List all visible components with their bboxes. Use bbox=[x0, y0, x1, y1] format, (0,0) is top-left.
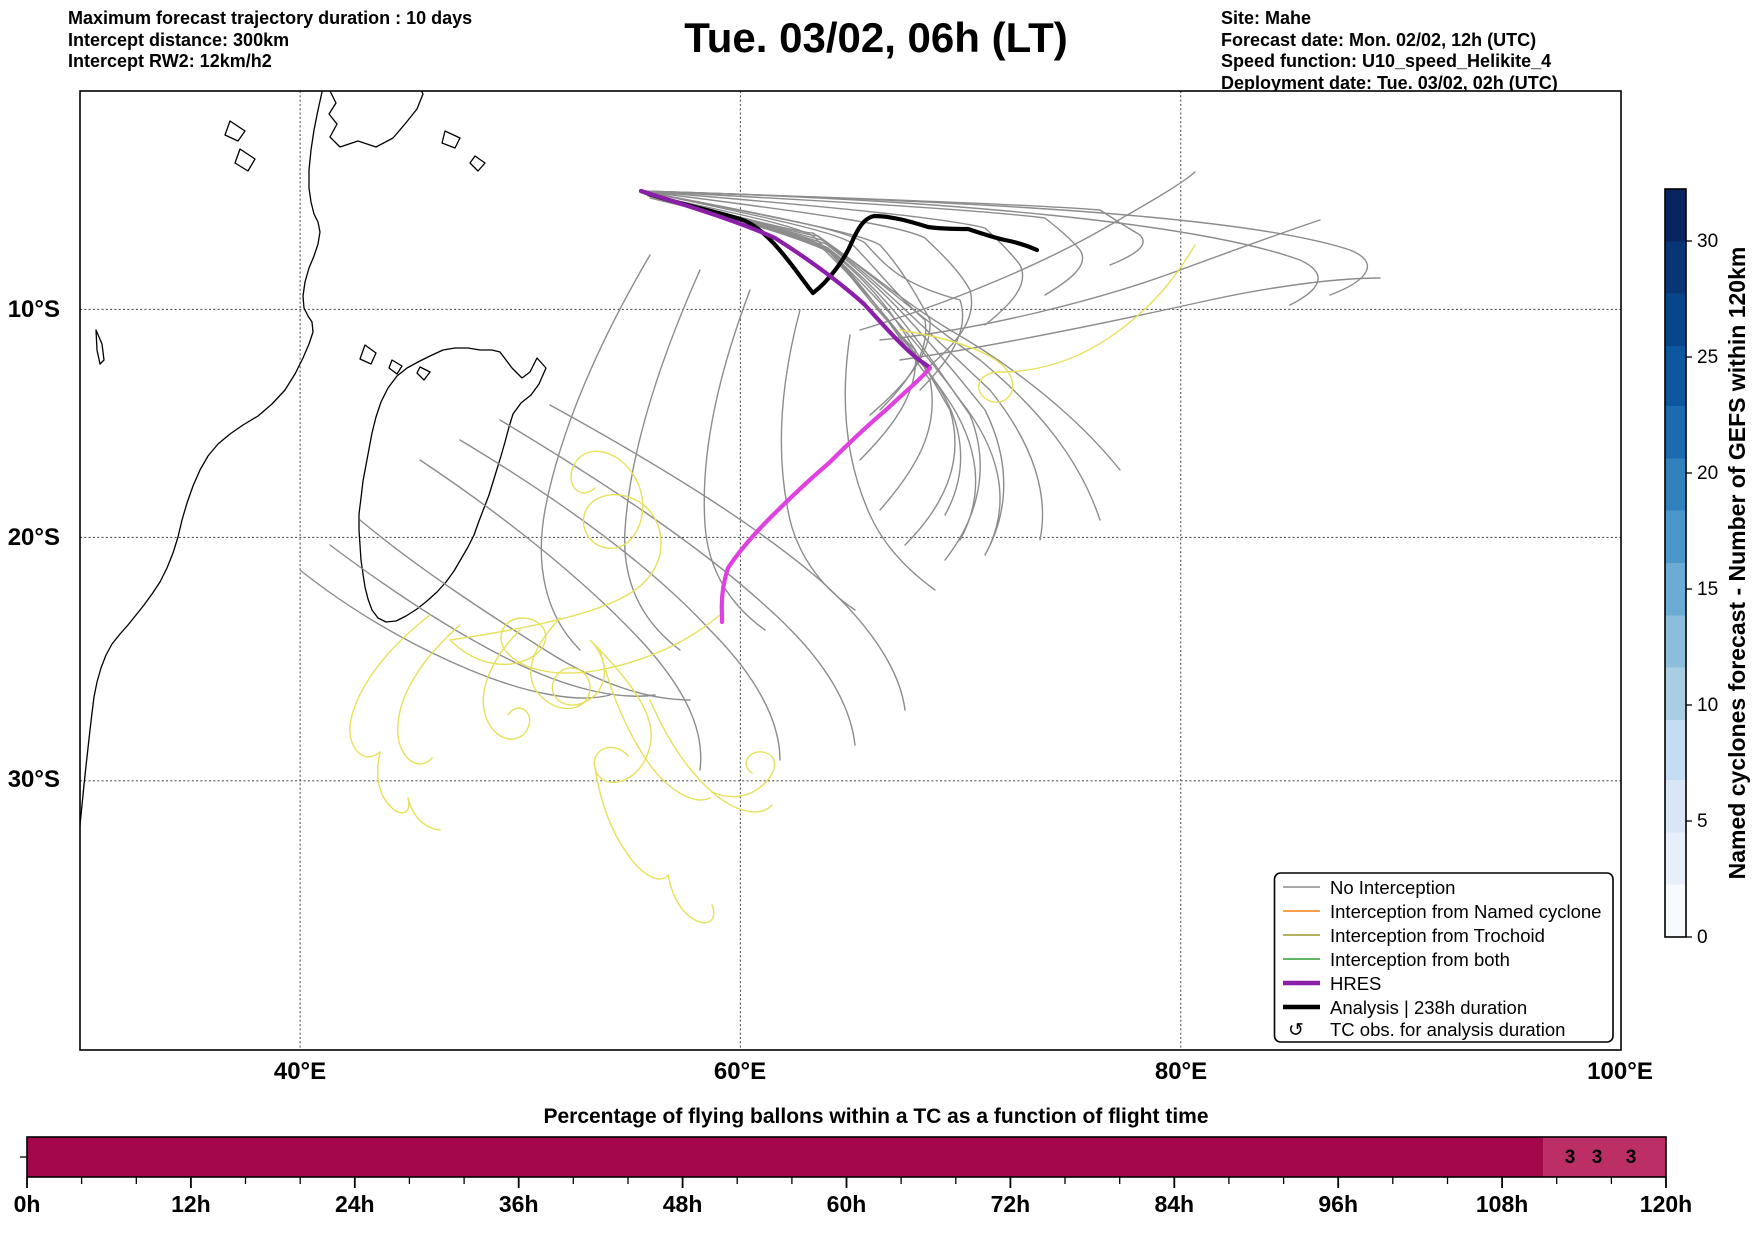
svg-text:30: 30 bbox=[1697, 231, 1718, 252]
svg-text:HRES: HRES bbox=[1330, 973, 1381, 994]
svg-text:20: 20 bbox=[1697, 463, 1718, 484]
svg-text:15: 15 bbox=[1697, 579, 1718, 600]
svg-text:24h: 24h bbox=[335, 1191, 375, 1217]
svg-text:0h: 0h bbox=[14, 1191, 41, 1217]
svg-text:36h: 36h bbox=[499, 1191, 539, 1217]
svg-text:12h: 12h bbox=[171, 1191, 211, 1217]
svg-text:Analysis | 238h duration: Analysis | 238h duration bbox=[1330, 997, 1527, 1018]
svg-text:↺: ↺ bbox=[1288, 1020, 1304, 1041]
svg-text:TC obs. for analysis duration: TC obs. for analysis duration bbox=[1330, 1019, 1565, 1040]
svg-text:3: 3 bbox=[1626, 1147, 1637, 1168]
svg-text:84h: 84h bbox=[1154, 1191, 1194, 1217]
svg-text:48h: 48h bbox=[663, 1191, 703, 1217]
svg-text:25: 25 bbox=[1697, 347, 1718, 368]
svg-text:0: 0 bbox=[1697, 927, 1708, 948]
svg-text:3: 3 bbox=[1565, 1147, 1576, 1168]
svg-text:72h: 72h bbox=[991, 1191, 1031, 1217]
svg-text:60h: 60h bbox=[827, 1191, 867, 1217]
svg-text:Interception from Named cyclon: Interception from Named cyclone bbox=[1330, 901, 1601, 922]
svg-text:120h: 120h bbox=[1640, 1191, 1692, 1217]
svg-text:3: 3 bbox=[1592, 1147, 1603, 1168]
svg-text:Interception from both: Interception from both bbox=[1330, 949, 1510, 970]
svg-text:Interception from Trochoid: Interception from Trochoid bbox=[1330, 925, 1545, 946]
svg-text:No Interception: No Interception bbox=[1330, 877, 1455, 898]
svg-text:108h: 108h bbox=[1476, 1191, 1528, 1217]
svg-text:5: 5 bbox=[1697, 811, 1708, 832]
svg-text:Named cyclones forecast - Numb: Named cyclones forecast - Number of GEFS… bbox=[1724, 247, 1750, 880]
svg-text:10: 10 bbox=[1697, 695, 1718, 716]
svg-text:96h: 96h bbox=[1318, 1191, 1358, 1217]
